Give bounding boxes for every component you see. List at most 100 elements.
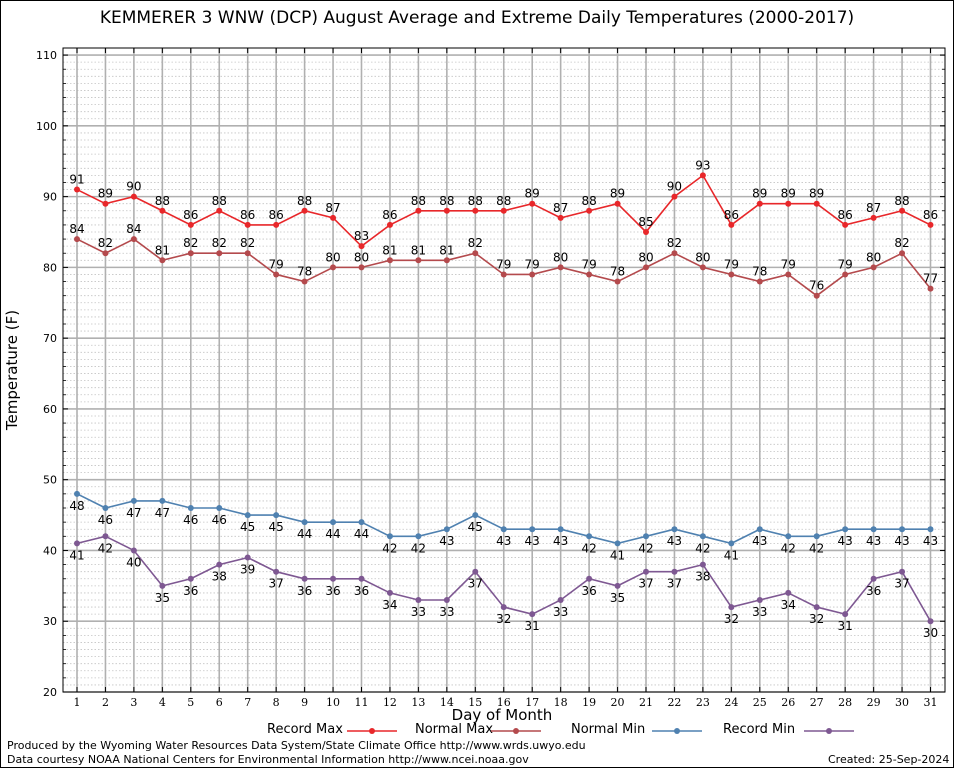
x-tick-label: 22 bbox=[667, 696, 681, 709]
record-max-point bbox=[699, 172, 706, 179]
x-tick-label: 4 bbox=[159, 696, 166, 709]
normal-min-data-label: 45 bbox=[240, 520, 255, 534]
normal-max-point bbox=[273, 271, 280, 278]
record-max-data-label: 86 bbox=[838, 208, 853, 222]
normal-min-data-label: 42 bbox=[809, 541, 824, 555]
record-min-data-label: 36 bbox=[581, 584, 596, 598]
record-max-point bbox=[386, 221, 393, 228]
normal-max-data-label: 82 bbox=[894, 236, 909, 250]
normal-max-data-label: 81 bbox=[382, 243, 397, 257]
normal-min-data-label: 47 bbox=[126, 506, 141, 520]
record-min-point bbox=[699, 561, 706, 568]
record-min-point bbox=[813, 604, 820, 611]
record-min-data-label: 38 bbox=[212, 570, 227, 584]
normal-min-data-label: 43 bbox=[838, 534, 853, 548]
record-min-point bbox=[102, 533, 109, 540]
record-min-point bbox=[870, 575, 877, 582]
normal-min-point bbox=[756, 526, 763, 533]
record-max-data-label: 90 bbox=[126, 180, 141, 194]
record-min-point bbox=[301, 575, 308, 582]
y-tick-label: 40 bbox=[43, 544, 57, 557]
normal-min-data-label: 46 bbox=[98, 513, 113, 527]
normal-min-point bbox=[614, 540, 621, 547]
record-min-point bbox=[671, 568, 678, 575]
normal-min-data-label: 44 bbox=[325, 527, 340, 541]
record-min-point bbox=[614, 582, 621, 589]
normal-max-data-label: 81 bbox=[411, 243, 426, 257]
normal-min-data-label: 43 bbox=[667, 534, 682, 548]
normal-max-point bbox=[358, 264, 365, 271]
normal-max-point bbox=[870, 264, 877, 271]
record-max-data-label: 89 bbox=[610, 187, 625, 201]
record-max-data-label: 88 bbox=[496, 194, 511, 208]
normal-min-data-label: 45 bbox=[269, 520, 284, 534]
record-max-point bbox=[159, 207, 166, 214]
normal-min-point bbox=[671, 526, 678, 533]
record-max-point bbox=[273, 221, 280, 228]
record-min-point bbox=[529, 611, 536, 618]
normal-min-data-label: 41 bbox=[610, 548, 625, 562]
record-max-point bbox=[443, 207, 450, 214]
record-max-data-label: 88 bbox=[581, 194, 596, 208]
normal-min-data-label: 43 bbox=[525, 534, 540, 548]
y-tick-label: 90 bbox=[43, 191, 57, 204]
record-min-point bbox=[586, 575, 593, 582]
normal-max-data-label: 82 bbox=[98, 236, 113, 250]
x-tick-label: 18 bbox=[554, 696, 568, 709]
record-min-point bbox=[500, 604, 507, 611]
record-max-point bbox=[756, 200, 763, 207]
legend-label-record-min: Record Min bbox=[723, 722, 796, 737]
record-min-data-label: 38 bbox=[695, 570, 710, 584]
record-min-data-label: 37 bbox=[667, 577, 682, 591]
footer-created-date: Created: 25-Sep-2024 bbox=[828, 753, 950, 766]
x-tick-label: 31 bbox=[924, 696, 938, 709]
record-min-data-label: 36 bbox=[866, 584, 881, 598]
normal-min-data-label: 43 bbox=[866, 534, 881, 548]
normal-max-point bbox=[614, 278, 621, 285]
record-min-point bbox=[728, 604, 735, 611]
record-max-point bbox=[529, 200, 536, 207]
record-max-data-label: 90 bbox=[667, 180, 682, 194]
x-tick-label: 26 bbox=[781, 696, 795, 709]
normal-min-data-label: 42 bbox=[638, 541, 653, 555]
record-max-point bbox=[586, 207, 593, 214]
normal-max-point bbox=[671, 250, 678, 257]
record-max-point bbox=[614, 200, 621, 207]
x-tick-label: 20 bbox=[611, 696, 625, 709]
normal-max-point bbox=[472, 250, 479, 257]
normal-min-data-label: 43 bbox=[894, 534, 909, 548]
record-min-point bbox=[386, 589, 393, 596]
record-min-data-label: 30 bbox=[923, 626, 938, 640]
normal-max-point bbox=[74, 236, 80, 243]
y-tick-label: 70 bbox=[43, 332, 57, 345]
normal-max-point bbox=[415, 257, 422, 264]
record-max-point bbox=[415, 207, 422, 214]
record-min-point bbox=[756, 597, 763, 603]
normal-min-point bbox=[102, 505, 109, 511]
y-tick-label: 50 bbox=[43, 474, 57, 487]
normal-max-data-label: 84 bbox=[69, 222, 84, 236]
record-max-point bbox=[187, 221, 194, 228]
normal-min-point bbox=[785, 533, 792, 540]
normal-max-data-label: 82 bbox=[240, 236, 255, 250]
normal-max-point bbox=[785, 271, 792, 278]
y-tick-label: 110 bbox=[36, 49, 57, 62]
normal-max-data-label: 80 bbox=[325, 250, 340, 264]
x-tick-label: 23 bbox=[696, 696, 710, 709]
x-tick-label: 3 bbox=[130, 696, 137, 709]
normal-max-data-label: 80 bbox=[695, 250, 710, 264]
normal-min-data-label: 44 bbox=[297, 527, 312, 541]
normal-max-point bbox=[301, 278, 308, 285]
normal-max-point bbox=[130, 236, 137, 243]
record-max-data-label: 89 bbox=[809, 187, 824, 201]
y-tick-label: 20 bbox=[43, 686, 57, 699]
normal-max-point bbox=[159, 257, 166, 264]
x-tick-label: 12 bbox=[383, 696, 397, 709]
record-max-data-label: 89 bbox=[752, 187, 767, 201]
x-tick-label: 19 bbox=[582, 696, 596, 709]
normal-max-data-label: 79 bbox=[496, 257, 511, 271]
record-max-point bbox=[472, 207, 479, 214]
normal-min-point bbox=[699, 533, 706, 540]
record-min-point bbox=[130, 547, 137, 554]
record-min-data-label: 32 bbox=[496, 612, 511, 626]
